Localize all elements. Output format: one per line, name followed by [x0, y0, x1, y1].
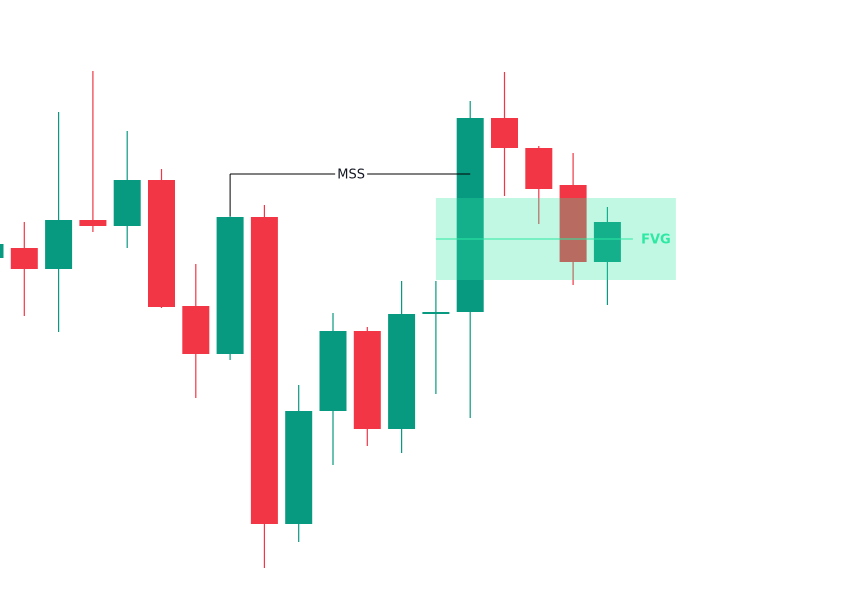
candle-body — [559, 185, 587, 262]
candle-body — [148, 180, 175, 307]
candle-body — [182, 306, 210, 354]
candle-body — [422, 312, 450, 314]
candle-body — [79, 220, 107, 226]
candle-body — [456, 118, 484, 312]
fvg-label: FVG — [641, 233, 671, 248]
candle-body — [0, 244, 4, 258]
candle-body — [353, 331, 381, 429]
candle-body — [285, 411, 313, 524]
mss-label: MSS — [337, 168, 365, 183]
candle-body — [319, 331, 347, 411]
candle-body — [525, 148, 553, 189]
candle-body — [216, 217, 244, 354]
candle-body — [388, 314, 416, 429]
candle-body — [113, 180, 141, 226]
candle-body — [593, 222, 621, 262]
mss-label-bg — [335, 165, 368, 183]
candle-body — [45, 220, 73, 269]
candle-body — [491, 118, 518, 148]
candle-body — [250, 217, 278, 524]
candle-body — [10, 248, 38, 269]
